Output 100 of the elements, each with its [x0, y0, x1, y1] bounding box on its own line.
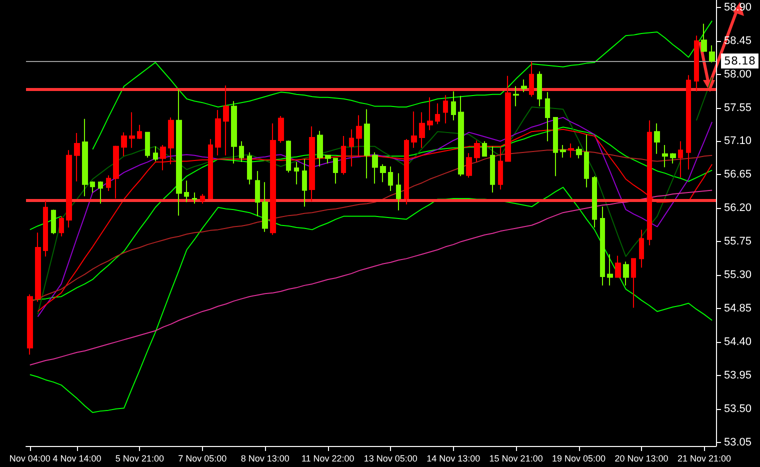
candlestick [59, 216, 64, 237]
candlestick [137, 124, 142, 140]
candlestick [98, 180, 103, 204]
y-tick-label: 56.65 [724, 168, 752, 181]
candlestick [129, 112, 135, 148]
candlestick [372, 152, 378, 184]
candlestick [43, 200, 48, 257]
candlestick [584, 134, 589, 188]
candlestick [231, 100, 237, 164]
candlestick [678, 140, 683, 178]
candlestick [600, 206, 605, 286]
y-tick-label: 56.20 [724, 202, 752, 214]
candlestick [145, 132, 150, 158]
candlestick [106, 174, 111, 192]
candlestick [239, 140, 244, 163]
candlestick [215, 110, 221, 156]
candlestick [35, 232, 41, 302]
candlestick [325, 154, 331, 164]
candlestick [333, 158, 338, 184]
candlestick [592, 176, 597, 228]
x-tick-label: 15 Nov 21:00 [489, 454, 543, 464]
candlestick [90, 180, 95, 194]
line-series [29, 190, 713, 366]
x-tick-label: 19 Nov 05:00 [552, 454, 606, 464]
candlestick [623, 261, 629, 286]
candlestick [701, 23, 707, 53]
candlestick [184, 180, 189, 203]
candlestick [294, 162, 299, 185]
candlestick [317, 130, 323, 168]
candlestick [247, 152, 252, 185]
candlestick [466, 152, 472, 178]
candlestick [451, 90, 456, 121]
y-tick-label: 58.00 [724, 68, 752, 80]
candlestick [51, 209, 56, 235]
y-tick-label: 54.85 [724, 302, 752, 314]
y-tick-label: 55.30 [724, 269, 752, 282]
candlestick [192, 192, 197, 204]
candlestick [560, 144, 566, 158]
candlestick [302, 158, 307, 208]
y-tick-label: 53.05 [724, 436, 752, 448]
x-tick-label: Nov 04:00 [9, 454, 50, 464]
y-tick-label: 54.40 [724, 336, 752, 348]
x-tick-label: 11 Nov 22:00 [301, 454, 354, 464]
x-tick-label: 4 Nov 14:00 [52, 454, 102, 464]
candlestick [639, 229, 644, 268]
candlestick [427, 96, 433, 131]
y-tick-label: 53.95 [724, 369, 752, 382]
candlestick [262, 182, 268, 232]
candlestick [709, 44, 715, 63]
candlestick [615, 255, 621, 278]
candlestick [545, 92, 550, 142]
candlestick [364, 108, 370, 179]
x-tick-label: 21 Nov 21:00 [677, 454, 732, 464]
candlestick [160, 144, 166, 171]
ref-line-label: 58.18 [724, 54, 756, 68]
candlestick [435, 102, 440, 125]
candlestick [380, 164, 386, 183]
candlestick [694, 35, 699, 92]
candlestick [553, 116, 558, 177]
candlestick [278, 115, 284, 144]
candlestick [208, 138, 213, 199]
candlestick [498, 146, 503, 190]
x-tick-label: 20 Nov 13:00 [614, 454, 668, 464]
x-tick-label: 8 Nov 13:00 [240, 454, 290, 464]
candlestick [490, 146, 495, 194]
candlestick [27, 294, 33, 356]
candlestick [568, 142, 574, 158]
candlestick [121, 132, 127, 157]
x-tick-label: 5 Nov 21:00 [115, 454, 164, 464]
candlestick [654, 122, 660, 154]
candlestick [396, 172, 401, 211]
candlestick [686, 74, 691, 170]
y-tick-label: 57.55 [724, 102, 752, 114]
candlestick [662, 144, 668, 168]
candlestick [670, 152, 676, 164]
candlestick [443, 94, 448, 124]
candlestick [607, 254, 613, 286]
y-tick-label: 53.50 [724, 402, 752, 415]
candlestick [631, 258, 636, 308]
candlestick [521, 79, 527, 93]
candlestick [153, 146, 158, 162]
candlestick [388, 166, 393, 192]
y-tick-label: 57.10 [724, 135, 752, 148]
candlestick [576, 146, 582, 159]
x-tick-label: 14 Nov 13:00 [426, 454, 480, 464]
candlestick [474, 140, 480, 163]
candlestick [529, 61, 534, 98]
candlestick [286, 140, 291, 173]
candlestick [482, 140, 487, 157]
candlestick [458, 95, 464, 177]
candlestick [404, 138, 409, 205]
y-tick-label: 55.75 [724, 236, 752, 248]
candlestick [82, 118, 88, 197]
candlestick [176, 88, 182, 216]
candlestick [200, 194, 205, 204]
candlestick [74, 132, 80, 182]
candlestick [113, 145, 119, 199]
candlestick [223, 84, 229, 156]
line-series [29, 186, 713, 414]
x-tick-label: 7 Nov 05:00 [178, 454, 227, 464]
